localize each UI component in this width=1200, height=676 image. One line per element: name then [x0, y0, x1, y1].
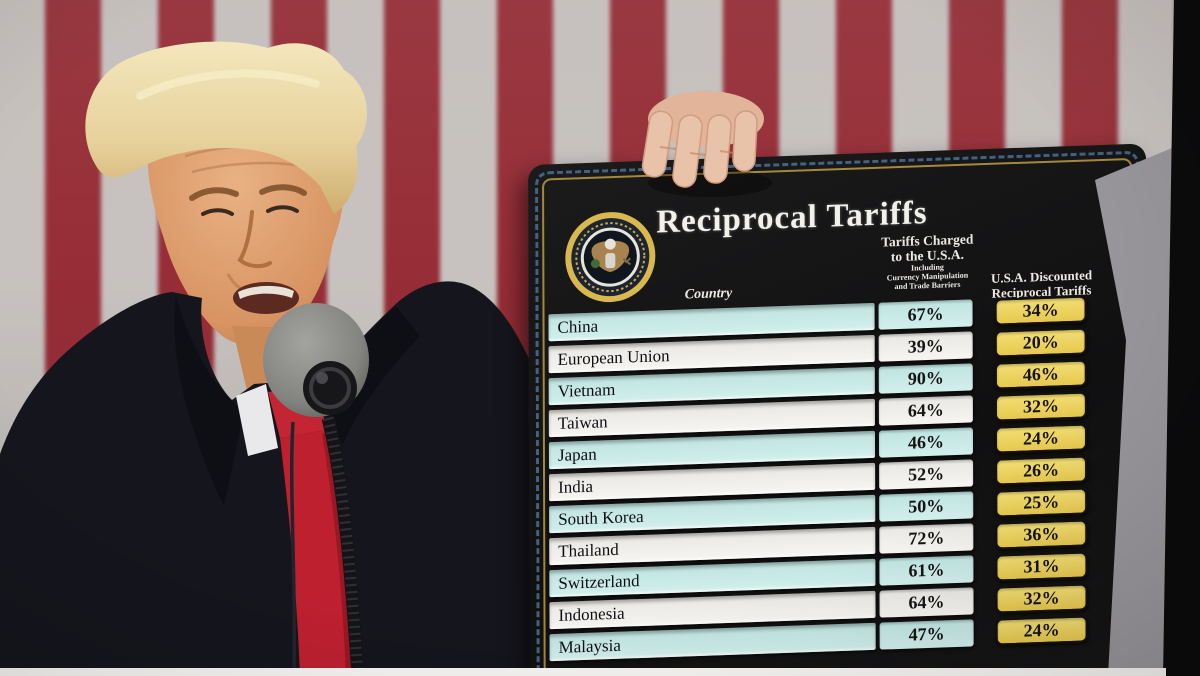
- seal-arrows: [622, 257, 632, 266]
- microphone-highlight: [316, 372, 328, 384]
- charged-tariff-cell: 46%: [878, 427, 974, 458]
- discounted-tariff-cell: 36%: [995, 519, 1088, 550]
- coat: [0, 281, 540, 676]
- mic-gooseneck-ribs: [322, 416, 364, 676]
- charged-tariff-cell: 39%: [878, 331, 973, 362]
- charged-tariff-cell: 64%: [879, 587, 974, 618]
- hand-holding-board: [641, 91, 772, 197]
- eyebrow-left: [189, 187, 239, 201]
- shirt-collar: [236, 384, 278, 456]
- microphone-capsule-ring: [309, 367, 351, 409]
- column-header-charged: Tariffs Charged to the U.S.A. Including …: [866, 231, 988, 292]
- eyebrow-right: [259, 184, 307, 196]
- tariff-table-rows: China 67% 34% European Union 39% 20% Vietnam 90…: [528, 293, 1147, 666]
- discounted-tariff-cell: 32%: [995, 583, 1088, 614]
- discounted-tariff-cell: 31%: [995, 551, 1088, 582]
- speaker-figure: [0, 41, 540, 676]
- charged-tariff-cell: 61%: [879, 555, 974, 586]
- finger-creases: [659, 146, 735, 156]
- discounted-tariff-cell: 34%: [994, 295, 1087, 326]
- discounted-tariff-cell: 26%: [995, 455, 1088, 486]
- nose: [237, 210, 272, 269]
- bottom-white-strip: [0, 668, 1166, 676]
- charged-tariff-cell: 47%: [879, 619, 974, 650]
- discounted-tariff-cell: 24%: [994, 423, 1088, 454]
- tie-shadow: [322, 432, 354, 676]
- hair-sweep: [136, 69, 320, 100]
- discounted-tariff-cell: 46%: [994, 359, 1087, 390]
- tariff-board: Reciprocal Tariffs Country Tariffs Charg…: [528, 143, 1148, 676]
- charged-tariff-cell: 64%: [878, 395, 973, 426]
- eye-left: [201, 208, 234, 216]
- discounted-tariff-cell: 25%: [995, 487, 1088, 518]
- charged-tariff-cell: 90%: [878, 363, 973, 394]
- mic-cord: [290, 421, 297, 676]
- presidential-seal: [565, 212, 656, 303]
- charged-tariff-cell: 52%: [879, 459, 974, 490]
- discounted-tariff-cell: 20%: [994, 327, 1087, 358]
- eye-right: [266, 205, 299, 213]
- charged-tariff-cell: 67%: [878, 299, 973, 330]
- discounted-tariff-cell: 32%: [994, 391, 1087, 422]
- fingers: [641, 110, 758, 188]
- seal-shield: [605, 253, 616, 269]
- discounted-tariff-cell: 24%: [995, 615, 1088, 646]
- charged-tariff-cell: 50%: [879, 491, 974, 522]
- coat-lapel-right: [322, 306, 420, 446]
- seal-eagle-head: [604, 238, 616, 250]
- teeth: [238, 285, 294, 299]
- hair: [85, 41, 368, 215]
- charged-tariff-cell: 72%: [879, 523, 974, 554]
- coat-lapel-left: [174, 296, 244, 506]
- seal-olive-branch: [590, 259, 600, 269]
